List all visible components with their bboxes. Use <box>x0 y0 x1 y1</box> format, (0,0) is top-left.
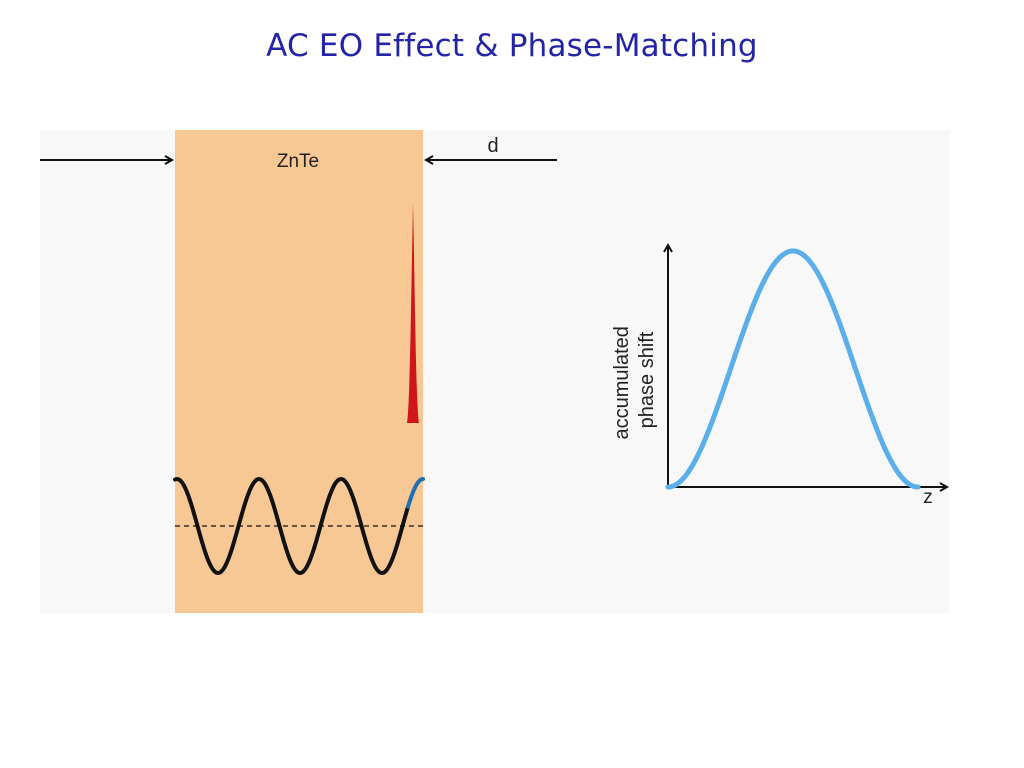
thz-wave <box>173 476 410 576</box>
y-axis-label-line1: accumulated <box>611 326 633 439</box>
x-axis-label: z <box>923 487 933 508</box>
thickness-label: d <box>487 135 498 157</box>
y-axis-label-line2: phase shift <box>636 331 658 428</box>
znte-crystal <box>175 130 423 613</box>
phase-shift-curve <box>665 248 921 490</box>
thz-wave-tail <box>406 477 425 509</box>
y-axis-label: accumulated phase shift <box>611 321 658 440</box>
probe-pulse <box>407 203 419 423</box>
crystal-label: ZnTe <box>277 151 319 172</box>
slide-title: AC EO Effect & Phase-Matching <box>266 28 758 64</box>
